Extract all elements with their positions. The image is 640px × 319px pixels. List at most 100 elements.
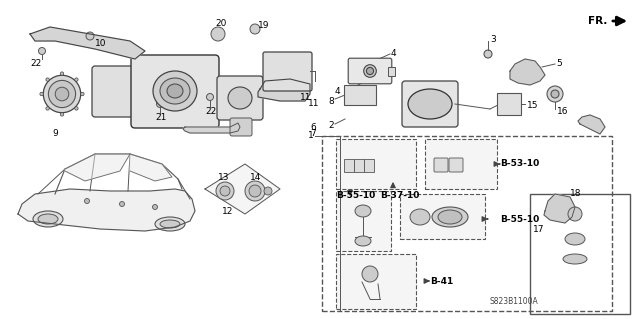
Bar (336, 139, 416, 189)
Ellipse shape (33, 211, 63, 227)
FancyBboxPatch shape (92, 66, 153, 117)
Ellipse shape (405, 86, 455, 122)
Circle shape (216, 182, 234, 200)
Text: B-53-10: B-53-10 (500, 160, 540, 168)
Text: 17: 17 (533, 225, 545, 234)
Circle shape (245, 181, 265, 201)
Ellipse shape (565, 233, 585, 245)
Polygon shape (205, 164, 280, 214)
Circle shape (55, 87, 69, 101)
Text: 18: 18 (570, 189, 582, 198)
Ellipse shape (160, 78, 190, 104)
Circle shape (211, 27, 225, 41)
Circle shape (264, 187, 272, 195)
Polygon shape (65, 154, 130, 181)
Circle shape (60, 72, 64, 75)
Circle shape (207, 93, 214, 100)
Circle shape (220, 186, 230, 196)
Text: 9: 9 (52, 130, 58, 138)
FancyBboxPatch shape (497, 93, 521, 115)
Circle shape (551, 90, 559, 98)
Text: B-41: B-41 (430, 277, 453, 286)
Ellipse shape (228, 87, 252, 109)
Circle shape (84, 198, 90, 204)
FancyBboxPatch shape (263, 52, 312, 91)
Text: B-55-10: B-55-10 (336, 191, 375, 201)
Ellipse shape (438, 210, 462, 224)
FancyBboxPatch shape (434, 158, 448, 172)
Polygon shape (258, 79, 310, 101)
Text: 15: 15 (527, 101, 538, 110)
Text: 19: 19 (258, 20, 269, 29)
Text: 22: 22 (205, 107, 216, 115)
Circle shape (547, 86, 563, 102)
FancyBboxPatch shape (353, 159, 364, 172)
FancyBboxPatch shape (217, 76, 263, 120)
Bar (425, 139, 497, 189)
Text: B-37-10: B-37-10 (380, 191, 419, 201)
Circle shape (152, 204, 157, 210)
Polygon shape (578, 115, 605, 134)
Text: FR.: FR. (588, 16, 607, 26)
Text: 21: 21 (155, 113, 166, 122)
Circle shape (484, 50, 492, 58)
FancyBboxPatch shape (402, 81, 458, 127)
FancyBboxPatch shape (364, 159, 374, 172)
Ellipse shape (167, 84, 183, 98)
Circle shape (250, 24, 260, 34)
Polygon shape (510, 59, 545, 85)
Polygon shape (30, 27, 145, 59)
Circle shape (40, 92, 44, 96)
Polygon shape (18, 189, 195, 231)
Text: 12: 12 (222, 206, 234, 216)
Text: 6: 6 (310, 122, 316, 131)
Ellipse shape (155, 217, 185, 231)
Circle shape (249, 185, 261, 197)
Ellipse shape (410, 209, 430, 225)
Circle shape (157, 100, 163, 108)
Bar (322, 136, 612, 311)
Circle shape (75, 78, 78, 81)
Text: 20: 20 (215, 19, 227, 28)
Text: 4: 4 (335, 86, 340, 95)
FancyBboxPatch shape (344, 159, 353, 172)
Circle shape (364, 65, 376, 77)
Text: 3: 3 (490, 34, 496, 43)
Text: 10: 10 (95, 39, 106, 48)
Text: 4: 4 (391, 49, 397, 58)
Text: 5: 5 (556, 60, 562, 69)
Circle shape (362, 266, 378, 282)
Circle shape (44, 75, 81, 113)
Circle shape (366, 67, 374, 75)
Circle shape (568, 207, 582, 221)
Text: 14: 14 (250, 173, 261, 182)
Text: B-55-10: B-55-10 (500, 214, 540, 224)
Text: 22: 22 (30, 58, 41, 68)
Ellipse shape (408, 89, 452, 119)
Circle shape (60, 113, 64, 116)
Circle shape (120, 202, 125, 206)
Circle shape (46, 107, 49, 110)
Text: 7: 7 (310, 130, 316, 138)
Text: S823B1100A: S823B1100A (490, 296, 539, 306)
Circle shape (38, 48, 45, 55)
Polygon shape (183, 123, 240, 133)
Ellipse shape (160, 220, 180, 228)
Text: 13: 13 (218, 173, 230, 182)
FancyBboxPatch shape (388, 66, 396, 76)
Ellipse shape (355, 205, 371, 217)
FancyBboxPatch shape (344, 85, 376, 105)
Ellipse shape (563, 254, 587, 264)
Ellipse shape (432, 207, 468, 227)
FancyBboxPatch shape (449, 158, 463, 172)
Ellipse shape (38, 214, 58, 224)
Polygon shape (130, 154, 172, 181)
Bar (336, 254, 416, 309)
Circle shape (49, 80, 76, 108)
Text: 11: 11 (308, 100, 319, 108)
Text: 16: 16 (557, 108, 568, 116)
Text: 2: 2 (328, 122, 333, 130)
Circle shape (75, 107, 78, 110)
Circle shape (46, 78, 49, 81)
Bar (336, 191, 391, 251)
